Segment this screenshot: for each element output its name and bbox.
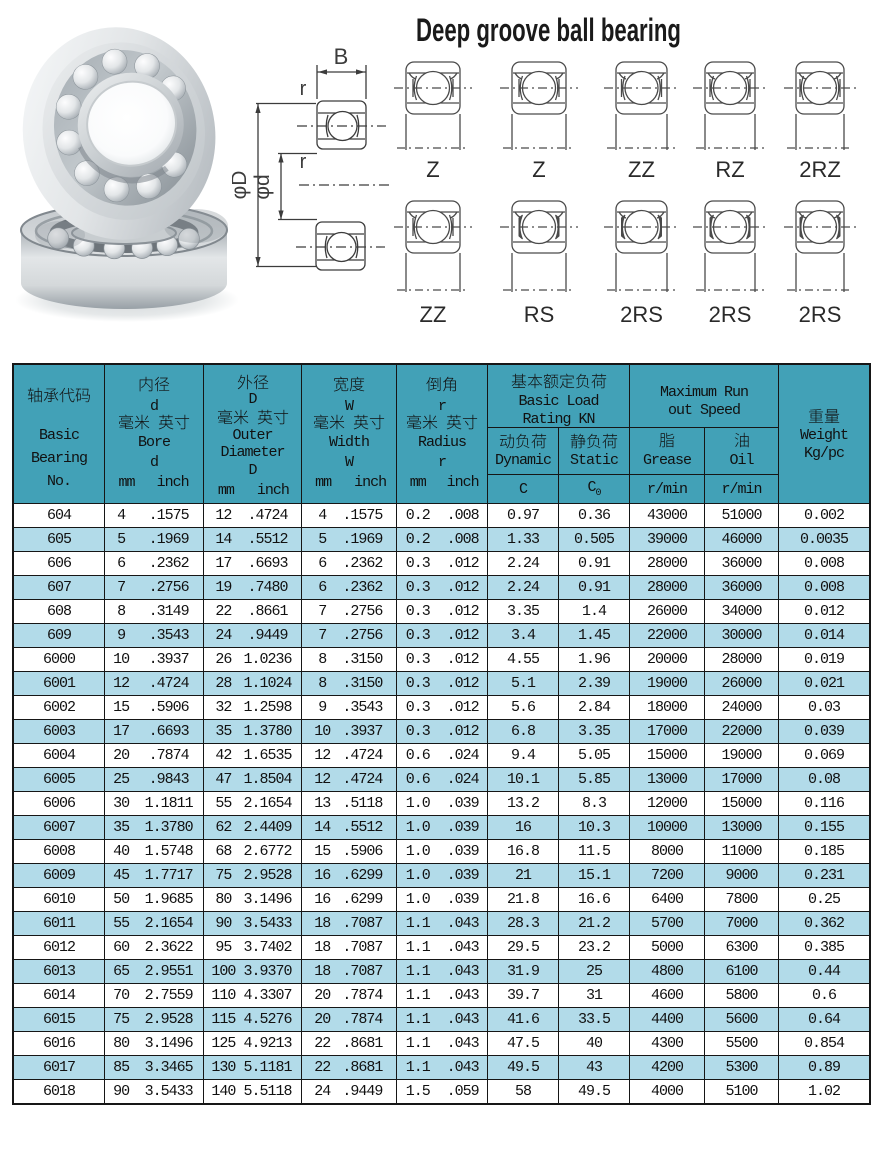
svg-text:B: B — [334, 44, 349, 69]
svg-text:2RZ: 2RZ — [799, 157, 841, 182]
svg-text:φD: φD — [232, 171, 251, 200]
svg-text:Z: Z — [426, 157, 439, 182]
svg-text:Z: Z — [532, 157, 545, 182]
svg-text:2RS: 2RS — [620, 302, 663, 327]
svg-text:φd: φd — [251, 174, 274, 199]
svg-text:RZ: RZ — [715, 157, 744, 182]
svg-text:RS: RS — [524, 302, 555, 327]
svg-text:2RS: 2RS — [709, 302, 752, 327]
svg-text:2RS: 2RS — [799, 302, 842, 327]
svg-text:ZZ: ZZ — [420, 302, 447, 327]
svg-text:r: r — [300, 151, 307, 173]
svg-text:r: r — [300, 78, 307, 100]
svg-text:ZZ: ZZ — [628, 157, 655, 182]
